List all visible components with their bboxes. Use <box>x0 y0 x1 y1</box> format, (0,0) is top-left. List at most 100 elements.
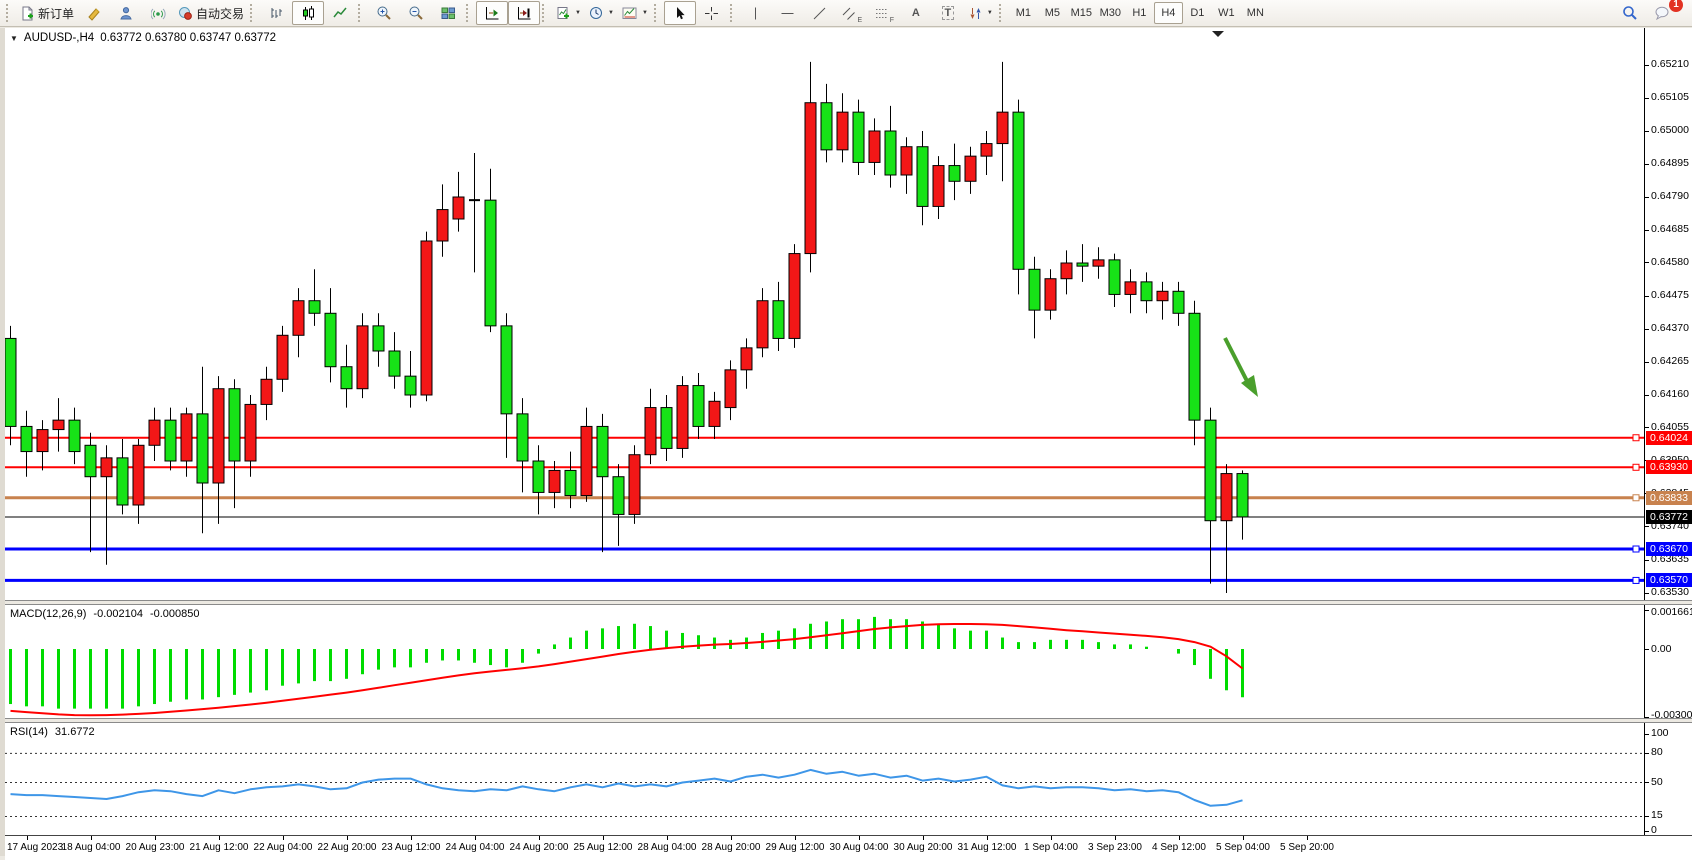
price-tick <box>1645 526 1649 528</box>
timeframe-m15[interactable]: M15 <box>1070 7 1093 19</box>
line-handle-0.63833[interactable] <box>1632 494 1640 502</box>
timeframe-w1[interactable]: W1 <box>1218 7 1235 19</box>
cursor-icon <box>677 6 685 19</box>
time-tick-label: 4 Sep 12:00 <box>1152 842 1206 853</box>
crosshair-tool-button[interactable] <box>696 1 728 25</box>
timeframe-m30[interactable]: M30 <box>1099 7 1122 19</box>
line-price-label-0.63670[interactable]: 0.63670 <box>1646 542 1692 556</box>
price-axis[interactable]: 0.65210 0.65105 0.65000 0.64895 0.64790 0.646… <box>1644 28 1692 600</box>
zoom-out-button[interactable] <box>400 1 432 25</box>
line-price-label-0.63570[interactable]: 0.63570 <box>1646 573 1692 588</box>
text-tool-button[interactable]: A <box>900 1 932 25</box>
new-order-button[interactable]: 新订单 <box>16 1 78 25</box>
annotation-arrow[interactable] <box>1223 337 1258 397</box>
candlestick-chart-button[interactable] <box>292 1 325 25</box>
timeframe-m1[interactable]: M1 <box>1015 7 1031 19</box>
time-tick-label: 22 Aug 20:00 <box>317 842 377 853</box>
arrows-tool-button[interactable]: ▼ <box>964 1 997 25</box>
line-handle-0.63570[interactable] <box>1632 576 1640 584</box>
time-tick-label: 5 Sep 20:00 <box>1280 842 1334 853</box>
toolbar-grip[interactable] <box>358 4 364 22</box>
line-price-label-0.63833[interactable]: 0.63833 <box>1646 490 1692 505</box>
toolbar-grip[interactable] <box>542 4 548 22</box>
notification-badge: 1 <box>1669 0 1683 12</box>
profile-person-icon <box>119 6 132 19</box>
chart-shift-button[interactable] <box>508 1 541 25</box>
signal-icon <box>150 8 166 19</box>
time-tick-label: 28 Aug 20:00 <box>701 842 761 853</box>
toolbar-grip[interactable] <box>729 4 736 22</box>
line-price-label-0.63930[interactable]: 0.63930 <box>1646 460 1692 475</box>
periods-button[interactable]: ▼ <box>585 1 618 25</box>
toolbar-grip[interactable] <box>653 4 660 22</box>
rsi-tick <box>1645 815 1649 817</box>
price-tick <box>1645 64 1649 66</box>
timeframe-h4[interactable]: H4 <box>1153 2 1183 24</box>
cursor-tool-button[interactable] <box>663 1 696 25</box>
rsi-pane[interactable]: 100 80 50 15 0 RSI(14) 31.6772 <box>5 723 1692 836</box>
macd-tick <box>1645 717 1649 719</box>
chart-window: 0.65210 0.65105 0.65000 0.64895 0.64790 0.646… <box>0 28 1692 860</box>
profiles-button[interactable] <box>110 1 142 25</box>
toolbar-grip[interactable] <box>250 4 256 22</box>
pane-splitter[interactable] <box>5 600 1692 605</box>
main-chart-pane[interactable]: 0.65210 0.65105 0.65000 0.64895 0.64790 0.646… <box>5 28 1692 600</box>
label-tool-button[interactable]: T <box>932 1 964 25</box>
rsi-tick-label: 15 <box>1651 809 1663 822</box>
time-tick <box>219 836 220 840</box>
price-tick-label: 0.63635 <box>1651 553 1689 565</box>
tile-windows-button[interactable] <box>432 1 464 25</box>
line-price-label-0.64024[interactable]: 0.64024 <box>1646 430 1692 445</box>
time-axis[interactable]: 17 Aug 2023 18 Aug 04:00 20 Aug 23:00 21 Au… <box>5 835 1692 860</box>
price-tick-label: 0.64790 <box>1651 190 1689 202</box>
ohlc-values: 0.63772 0.63780 0.63747 0.63772 <box>100 32 277 44</box>
autotrading-button[interactable]: 自动交易 <box>174 1 248 25</box>
notifications-button[interactable]: 1 <box>1646 0 1683 25</box>
indicators-icon <box>557 6 570 19</box>
fibonacci-tool-button[interactable]: F <box>868 1 900 25</box>
styler-button[interactable] <box>78 1 110 25</box>
line-handle-0.63670[interactable] <box>1632 545 1640 553</box>
price-tick <box>1645 394 1649 396</box>
line-chart-button[interactable] <box>324 1 356 25</box>
time-tick-label: 22 Aug 04:00 <box>253 842 313 853</box>
channel-tool-button[interactable]: E <box>836 1 868 25</box>
rsi-tick <box>1645 782 1649 783</box>
timeframe-mn[interactable]: MN <box>1246 7 1264 19</box>
toolbar-grip[interactable] <box>998 4 1005 22</box>
new-order-icon <box>22 6 33 20</box>
toolbar-grip[interactable] <box>6 4 12 22</box>
pane-splitter[interactable] <box>5 718 1692 723</box>
time-tick <box>1243 836 1244 840</box>
auto-scroll-button[interactable] <box>476 1 509 25</box>
horizontal-line-tool-button[interactable] <box>772 1 804 25</box>
trendline-tool-button[interactable] <box>804 1 836 25</box>
templates-button[interactable]: ▼ <box>618 1 652 25</box>
channel-sub-letter: E <box>857 17 863 24</box>
bar-chart-button[interactable] <box>260 1 292 25</box>
chart-shift-marker[interactable] <box>1212 31 1224 37</box>
line-handle-0.64024[interactable] <box>1632 434 1640 442</box>
rsi-tick-label: 100 <box>1651 727 1669 739</box>
text-tool-letter: A <box>911 7 920 19</box>
time-tick <box>1307 836 1308 840</box>
vertical-line-icon <box>755 7 757 19</box>
rsi-chart <box>5 752 1644 817</box>
signals-button[interactable] <box>142 1 174 25</box>
time-tick <box>987 836 988 840</box>
time-tick <box>539 836 540 840</box>
autotrading-label: 自动交易 <box>196 6 245 21</box>
macd-pane[interactable]: 0.001661 0.00 -0.003002 MACD(12,26,9) -0.0… <box>5 605 1692 721</box>
one-click-trading-arrow[interactable]: ▼ <box>10 33 18 43</box>
line-handle-0.63930[interactable] <box>1632 463 1640 471</box>
vertical-line-tool-button[interactable] <box>740 1 772 25</box>
timeframe-d1[interactable]: D1 <box>1190 7 1205 19</box>
timeframe-m5[interactable]: M5 <box>1044 7 1060 19</box>
toolbar-grip[interactable] <box>466 4 472 22</box>
time-tick-label: 3 Sep 23:00 <box>1088 842 1142 853</box>
search-button[interactable] <box>1614 1 1646 25</box>
crosshair-icon <box>705 6 719 20</box>
timeframe-h1[interactable]: H1 <box>1132 7 1147 19</box>
zoom-in-button[interactable] <box>368 1 400 25</box>
indicators-button[interactable]: ▼ <box>552 1 585 25</box>
